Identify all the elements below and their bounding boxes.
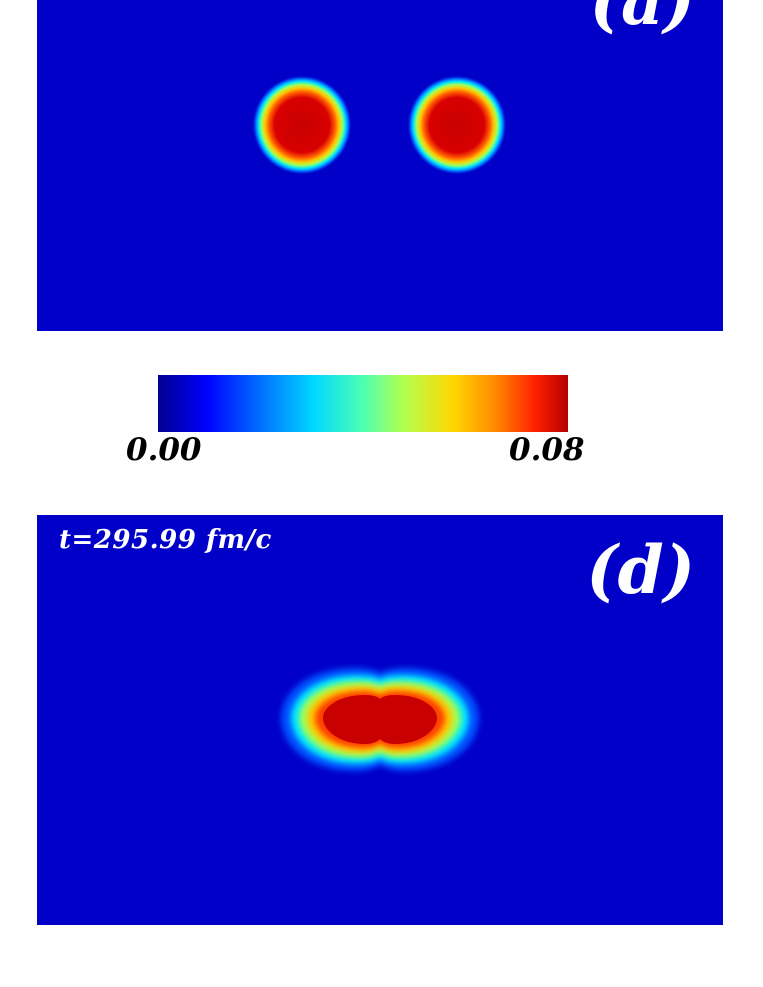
- panel-d-heatmap: [37, 515, 723, 925]
- panel-a-heatmap: [37, 0, 723, 331]
- panel-d-merged-blob: [281, 668, 479, 771]
- panel-d-letter: (d): [586, 531, 695, 609]
- colorbar-min-label: 0.00: [126, 432, 202, 468]
- panel-a-letter: (a): [589, 0, 695, 40]
- colorbar-max-label: 0.08: [509, 432, 585, 468]
- panel-a-blob-left: [252, 75, 352, 175]
- panel-d-time-label: t=295.99 fm/c: [59, 525, 272, 555]
- panel-d: t=295.99 fm/c (d): [37, 515, 723, 925]
- panel-a: (a): [37, 0, 723, 331]
- panel-a-blob-right: [407, 75, 507, 175]
- colorbar: [158, 375, 568, 432]
- panel-a-background: [37, 0, 723, 331]
